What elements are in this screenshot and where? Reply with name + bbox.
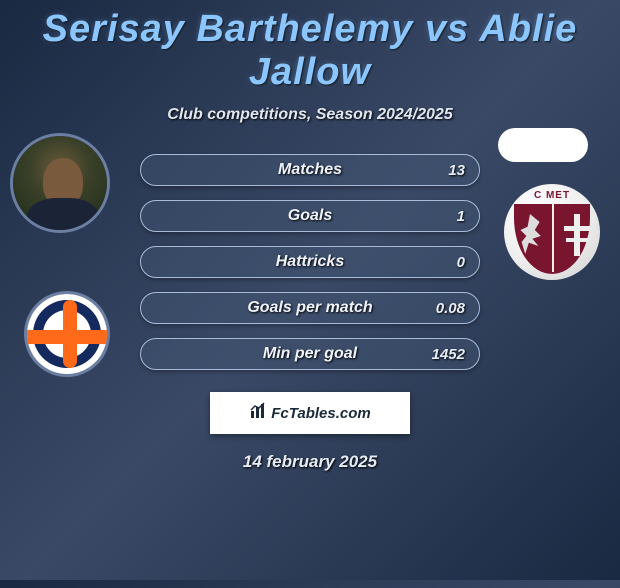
stat-value-p2: 1 [457, 208, 465, 225]
stat-label: Goals per match [247, 299, 372, 317]
brand-label: FcTables.com [271, 405, 370, 422]
stat-value-p2: 13 [448, 162, 465, 179]
player2-club-logo: C MET [504, 184, 600, 280]
player2-photo [498, 128, 588, 162]
brand-icon [249, 402, 267, 425]
page-title: Serisay Barthelemy vs Ablie Jallow [0, 8, 620, 94]
player1-photo [10, 133, 110, 233]
stat-value-p2: 0 [457, 254, 465, 271]
stat-label: Hattricks [276, 253, 344, 271]
stat-row-goals: Goals 1 [140, 200, 480, 232]
brand-box: FcTables.com [210, 392, 410, 434]
stat-value-p2: 0.08 [436, 300, 465, 317]
stat-row-matches: Matches 13 [140, 154, 480, 186]
stat-row-mpg: Min per goal 1452 [140, 338, 480, 370]
stat-label: Matches [278, 161, 342, 179]
season-subtitle: Club competitions, Season 2024/2025 [0, 106, 620, 124]
player1-club-logo [24, 291, 110, 377]
stat-row-hattricks: Hattricks 0 [140, 246, 480, 278]
stat-row-gpm: Goals per match 0.08 [140, 292, 480, 324]
stat-label: Min per goal [263, 345, 357, 363]
date-label: 14 february 2025 [0, 452, 620, 472]
stat-value-p2: 1452 [432, 346, 465, 363]
stat-label: Goals [288, 207, 332, 225]
